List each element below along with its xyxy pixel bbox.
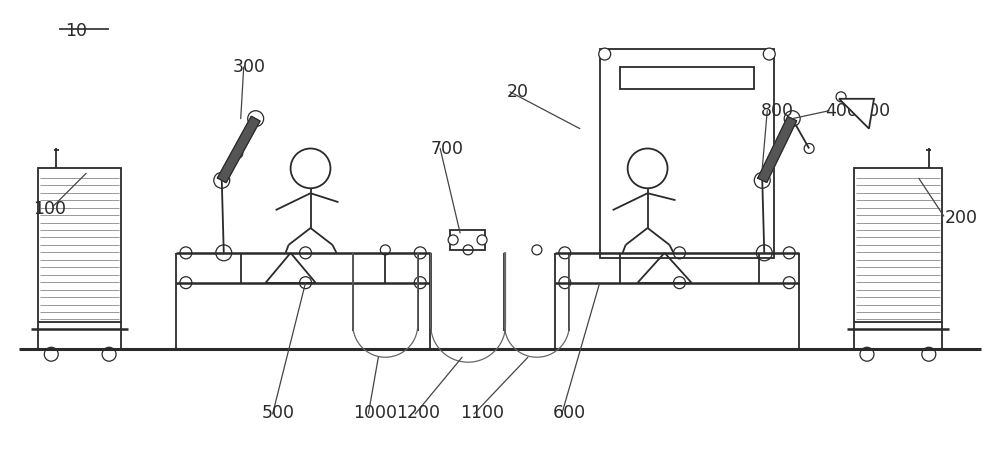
Circle shape: [300, 277, 312, 289]
Circle shape: [559, 277, 571, 289]
Circle shape: [248, 111, 264, 126]
Polygon shape: [839, 99, 874, 129]
Circle shape: [804, 143, 814, 153]
Bar: [450, 230, 485, 250]
Circle shape: [180, 247, 192, 259]
Text: 10: 10: [65, 22, 87, 40]
Circle shape: [532, 245, 542, 255]
Text: 200: 200: [945, 209, 978, 227]
Circle shape: [380, 245, 390, 255]
Circle shape: [763, 48, 775, 60]
Circle shape: [233, 148, 243, 158]
Circle shape: [783, 277, 795, 289]
Bar: [600, 49, 774, 258]
Text: 900: 900: [857, 102, 891, 120]
Circle shape: [783, 247, 795, 259]
Circle shape: [180, 277, 192, 289]
Text: 600: 600: [553, 404, 586, 422]
Text: 300: 300: [232, 59, 265, 76]
Circle shape: [599, 48, 611, 60]
Circle shape: [414, 247, 426, 259]
Text: 100: 100: [33, 200, 66, 218]
Circle shape: [102, 347, 116, 361]
Bar: [620, 67, 754, 89]
Circle shape: [214, 172, 230, 188]
Text: 500: 500: [262, 404, 295, 422]
Circle shape: [477, 235, 487, 245]
Bar: [38, 169, 121, 322]
Circle shape: [674, 247, 685, 259]
Polygon shape: [217, 116, 260, 183]
Text: 1100: 1100: [460, 404, 504, 422]
Circle shape: [463, 245, 473, 255]
Circle shape: [216, 245, 232, 261]
Bar: [854, 169, 942, 322]
Polygon shape: [758, 116, 797, 182]
Circle shape: [448, 235, 458, 245]
Circle shape: [300, 247, 312, 259]
Circle shape: [756, 245, 772, 261]
Circle shape: [44, 347, 58, 361]
Text: 700: 700: [431, 140, 464, 158]
Circle shape: [559, 247, 571, 259]
Circle shape: [754, 172, 770, 188]
Circle shape: [674, 277, 685, 289]
Circle shape: [414, 277, 426, 289]
Text: 400: 400: [826, 102, 858, 120]
Text: 1000: 1000: [353, 404, 397, 422]
Circle shape: [836, 92, 846, 102]
Text: 800: 800: [761, 102, 794, 120]
Text: 20: 20: [507, 83, 529, 101]
Text: 1200: 1200: [396, 404, 440, 422]
Circle shape: [860, 347, 874, 361]
Circle shape: [784, 111, 800, 126]
Circle shape: [922, 347, 936, 361]
